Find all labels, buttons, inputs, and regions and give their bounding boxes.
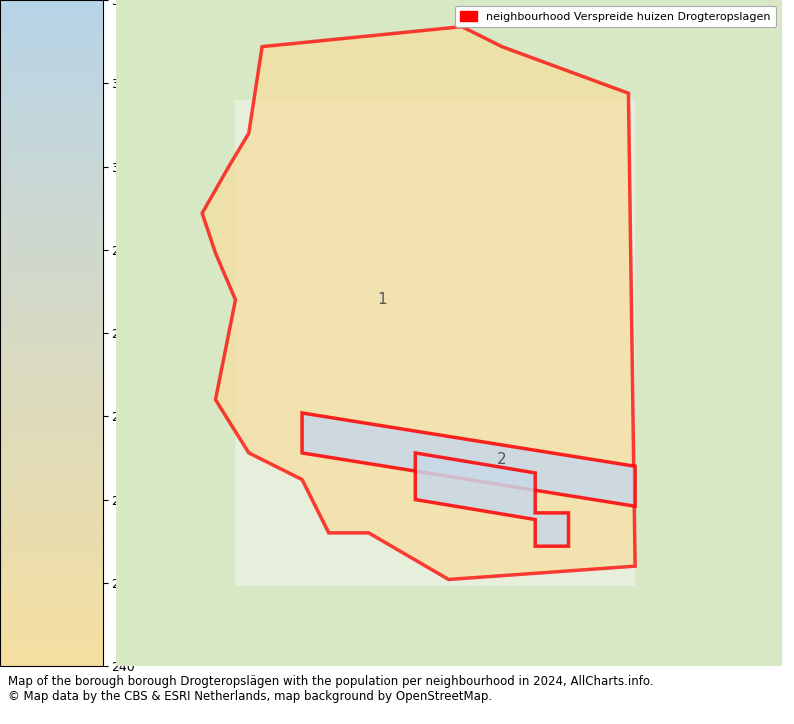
- Text: Map of the borough borough Drogteropslägen with the population per neighbourhood: Map of the borough borough Drogteropsläg…: [8, 675, 653, 703]
- Legend: neighbourhood Verspreide huizen Drogteropslagen: neighbourhood Verspreide huizen Drogtero…: [455, 6, 776, 28]
- Polygon shape: [302, 413, 635, 506]
- Polygon shape: [415, 453, 569, 546]
- Text: 2: 2: [497, 452, 507, 467]
- Polygon shape: [202, 27, 635, 579]
- FancyBboxPatch shape: [116, 0, 781, 666]
- Polygon shape: [635, 0, 781, 666]
- Polygon shape: [116, 0, 781, 100]
- Polygon shape: [116, 586, 781, 666]
- Text: 1: 1: [377, 292, 387, 307]
- Polygon shape: [116, 0, 236, 666]
